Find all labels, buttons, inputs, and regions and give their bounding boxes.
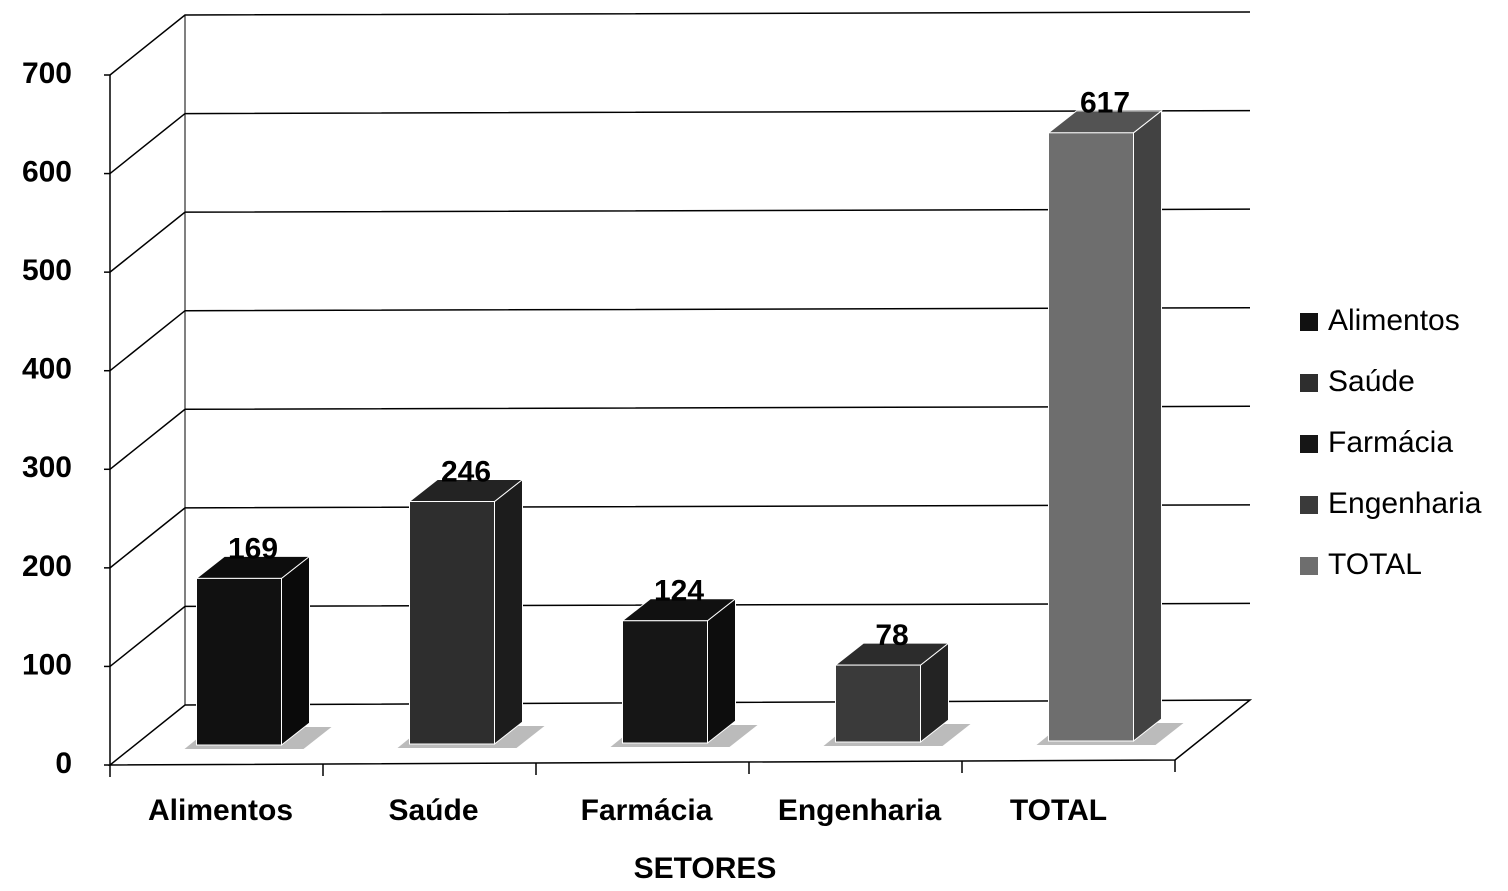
y-tick-label: 400 [22,353,72,386]
legend-swatch [1300,374,1318,392]
legend-label: TOTAL [1328,548,1422,581]
bar [622,620,708,744]
bar-side [494,478,523,746]
value-label: 124 [654,575,704,608]
bar-side [1133,109,1162,743]
bar-side [281,555,310,747]
y-tick-label: 200 [22,550,72,583]
value-label: 246 [441,455,491,488]
y-tick-label: 100 [22,648,72,681]
grid-line [109,208,1251,273]
bar [1048,132,1134,742]
x-axis-label: SETORES [634,852,777,885]
x-tick-label: TOTAL [1010,794,1107,827]
legend-label: Engenharia [1328,487,1482,520]
value-label: 617 [1080,87,1130,120]
grid-line [109,306,1251,372]
value-label: 169 [228,532,278,565]
legend-swatch [1300,313,1318,331]
x-tick-label: Alimentos [148,794,293,827]
y-tick-label: 500 [22,254,72,287]
x-tick-label: Engenharia [778,794,942,827]
x-tick-label: Saúde [388,794,478,827]
bar [196,577,282,746]
grid-line [109,504,1251,569]
y-tick-label: 700 [22,57,72,90]
legend-label: Farmácia [1328,426,1453,459]
grid-line [109,11,1251,76]
x-tick-label: Farmácia [581,794,713,827]
legend-label: Saúde [1328,365,1415,398]
y-tick-label: 0 [55,747,72,780]
legend-swatch [1300,557,1318,575]
legend-label: Alimentos [1328,304,1460,337]
y-tick-label: 600 [22,155,72,188]
grid-line [109,405,1251,470]
bar [409,501,495,745]
value-label: 78 [875,619,908,652]
y-tick-label: 300 [22,451,72,484]
bar-side [707,597,736,745]
legend-swatch [1300,435,1318,453]
bar [835,664,921,743]
legend-swatch [1300,496,1318,514]
grid-line [109,602,1251,668]
grid-line [109,109,1251,175]
